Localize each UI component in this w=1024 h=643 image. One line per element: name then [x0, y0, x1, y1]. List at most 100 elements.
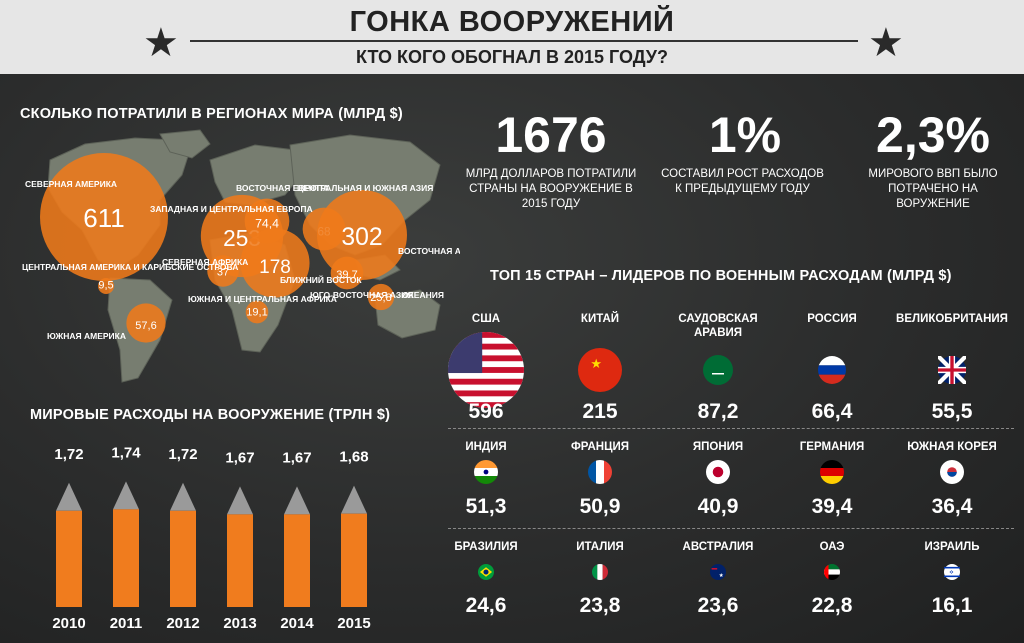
region-value-label: 39,7 [336, 269, 357, 281]
bar-category-label: 2015 [337, 615, 370, 632]
europe-shape [209, 144, 306, 206]
saudi-flag-icon [703, 355, 733, 385]
country-value: 39,4 [811, 495, 853, 518]
row-divider [448, 528, 1014, 529]
header-banner: ★ ★ ГОНКА ВООРУЖЕНИЙ КТО КОГО ОБОГНАЛ В … [0, 0, 1024, 74]
region-value-label: 37 [217, 267, 229, 279]
country-card: США [426, 312, 546, 326]
region-value-label: 9,5 [98, 279, 113, 291]
country-name: США [471, 313, 501, 325]
stat-value: 1% [708, 107, 782, 163]
bar-value-label: 1,67 [282, 449, 311, 466]
region-bubble [240, 228, 310, 298]
country-name: ИНДИЯ [465, 441, 507, 453]
region-value-label: 302 [341, 224, 382, 251]
bar-category-label: 2012 [166, 615, 199, 632]
region-value-label: 74,4 [255, 217, 279, 231]
region-bubble [207, 255, 239, 287]
region-value-label: 19,1 [246, 306, 267, 318]
country-name: ФРАНЦИЯ [570, 441, 630, 453]
region-label: ЦЕНТРАЛЬНАЯ АМЕРИКА И КАРИБСКИЕ ОСТРОВА [22, 262, 238, 272]
israel-flag-icon: ✡ [944, 564, 960, 580]
country-card: ФРАНЦИЯ [540, 440, 660, 454]
uae-flag-icon [824, 564, 840, 580]
country-name: ГЕРМАНИЯ [799, 441, 865, 453]
bullet-tip [341, 485, 367, 514]
country-name: РОССИЯ [807, 313, 857, 325]
country-value: 55,5 [931, 400, 973, 423]
us-flag-icon [448, 332, 524, 408]
country-card: ВЕЛИКОБРИТАНИЯ [892, 312, 1012, 326]
country-name: ВЕЛИКОБРИТАНИЯ [896, 313, 1008, 325]
country-value: 596 [468, 400, 504, 423]
germany-flag-icon [820, 460, 844, 484]
region-value-label: 25,8 [370, 292, 391, 304]
bullet-tip [113, 481, 139, 510]
region-bubble [98, 278, 114, 294]
country-name: ЯПОНИЯ [692, 441, 744, 453]
bar [227, 514, 253, 607]
country-value: 36,4 [931, 495, 973, 518]
country-name: БРАЗИЛИЯ [454, 541, 518, 553]
region-bubble [245, 300, 269, 324]
country-card: ИЗРАИЛЬ [892, 540, 1012, 554]
bullet-tip [170, 482, 196, 511]
region-label: ВОСТОЧНАЯ АЗИЯ [398, 246, 460, 256]
region-label: ЮГО-ВОСТОЧНАЯ АЗИЯ [310, 290, 413, 300]
country-value: 24,6 [465, 594, 507, 617]
country-card: ЮЖНАЯ КОРЕЯ [892, 440, 1012, 454]
brazil-flag-icon [478, 564, 494, 580]
stat-value: 1676 [495, 107, 607, 163]
star-icon: ★ [868, 21, 904, 65]
country-name: ОАЭ [819, 541, 845, 553]
italy-flag-icon [592, 564, 608, 580]
country-name: САУДОВСКАЯ АРАВИЯ [678, 313, 758, 339]
bar-chart-title: МИРОВЫЕ РАСХОДЫ НА ВООРУЖЕНИЕ (ТРЛН $) [30, 407, 391, 423]
country-name: КИТАЙ [580, 313, 620, 325]
country-card: САУДОВСКАЯ АРАВИЯ [658, 312, 778, 340]
country-card: ИНДИЯ [426, 440, 546, 454]
region-label: СЕВЕРНАЯ АМЕРИКА [25, 179, 117, 189]
country-card: ОАЭ [772, 540, 892, 554]
bar-value-label: 1,72 [54, 446, 83, 463]
greenland-shape [159, 129, 211, 159]
country-value: 87,2 [697, 400, 739, 423]
country-card: РОССИЯ [772, 312, 892, 326]
bar [341, 513, 367, 607]
country-name: АВСТРАЛИЯ [682, 541, 754, 553]
stat-description: МИРОВОГО ВВП БЫЛО ПОТРАЧЕНО НА ВОРУЖЕНИЕ [868, 168, 998, 210]
country-name: ИТАЛИЯ [576, 541, 624, 553]
bar-category-label: 2013 [223, 615, 256, 632]
bar [113, 509, 139, 607]
header-divider [190, 40, 858, 42]
stat-description: СОСТАВИЛ РОСТ РАСХОДОВ К ПРЕДЫДУЩЕМУ ГОД… [661, 168, 824, 195]
bar-category-label: 2011 [110, 615, 143, 632]
row-divider [448, 428, 1014, 429]
region-bubble [126, 303, 166, 343]
india-flag-icon [474, 460, 498, 484]
page-subtitle: КТО КОГО ОБОГНАЛ В 2015 ГОДУ? [356, 47, 668, 67]
bar [56, 510, 82, 607]
country-card: ГЕРМАНИЯ [772, 440, 892, 454]
region-label: ЮЖНАЯ АМЕРИКА [47, 331, 126, 341]
country-value: 23,8 [579, 594, 621, 617]
bullet-bar-chart: 1,72 2010 1,74 2011 1,72 2012 1,67 2013 1,67 2014… [52, 444, 370, 632]
bullet-tip [284, 486, 310, 515]
region-label: БЛИЖНИЙ ВОСТОК [280, 274, 362, 285]
region-bubble [367, 283, 395, 311]
region-labels: СЕВЕРНАЯ АМЕРИКА ЦЕНТРАЛЬНАЯ АМЕРИКА И К… [22, 179, 460, 341]
region-bubble [330, 256, 364, 290]
bar [284, 514, 310, 607]
region-label: ЗАПАДНАЯ И ЦЕНТРАЛЬНАЯ ЕВРОПА [150, 204, 313, 214]
country-card: БРАЗИЛИЯ [426, 540, 546, 554]
country-value: 51,3 [465, 495, 507, 518]
region-label: ОКЕАНИЯ [402, 290, 444, 300]
region-bubble [40, 153, 168, 281]
bar-value-label: 1,72 [168, 446, 197, 463]
region-label: ЦЕНТРАЛЬНАЯ И ЮЖНАЯ АЗИЯ [297, 183, 433, 193]
country-value: 23,6 [697, 594, 739, 617]
bar-value-label: 1,68 [339, 449, 368, 466]
bullet-tip [56, 482, 82, 511]
bar-value-label: 1,67 [225, 449, 254, 466]
region-bubble [317, 190, 407, 280]
